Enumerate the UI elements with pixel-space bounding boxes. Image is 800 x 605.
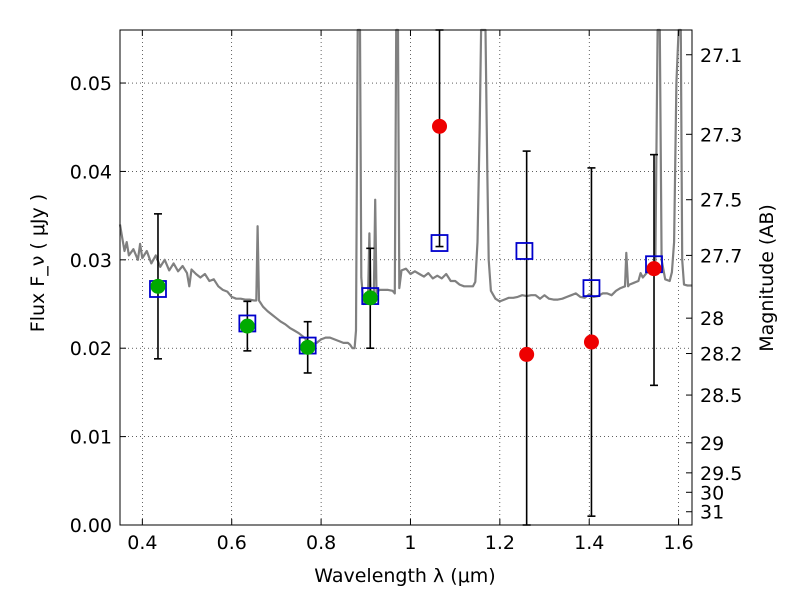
low-sn-point — [646, 261, 662, 277]
markers-layer — [149, 118, 663, 362]
right-tick-label: 29.5 — [700, 463, 742, 485]
right-tick-label: 28 — [700, 308, 724, 330]
error-bars-layer — [153, 29, 659, 526]
right-tick-label: 31 — [700, 502, 724, 524]
x-tick-label: 1.2 — [485, 532, 515, 554]
x-tick-label: 1.4 — [574, 532, 604, 554]
right-tick-label: 29 — [700, 433, 724, 455]
right-tick-label: 30 — [700, 482, 724, 504]
tick-marks — [120, 30, 692, 526]
model-photometry-square — [515, 242, 534, 260]
y-tick-labels: 0.00 0.01 0.02 0.03 0.04 0.05 — [70, 73, 112, 537]
y-tick-label: 0.03 — [70, 250, 112, 272]
x-tick-label: 0.8 — [306, 532, 336, 554]
right-tick-label: 28.5 — [700, 385, 742, 407]
low-sn-point — [432, 118, 448, 134]
detection-point — [362, 290, 378, 306]
y-tick-label: 0.05 — [70, 73, 112, 95]
x-tick-label: 0.4 — [127, 532, 157, 554]
gridlines — [120, 30, 692, 525]
model-spectrum-line — [118, 28, 692, 350]
x-tick-labels: 0.4 0.6 0.8 1 1.2 1.4 1.6 — [127, 532, 693, 554]
detection-point — [150, 278, 166, 294]
right-tick-label: 27.3 — [700, 124, 742, 146]
y-axis-label-left: Flux F_ν ( μJy ) — [27, 194, 49, 332]
plot-frame — [119, 29, 693, 526]
x-tick-label: 0.6 — [217, 532, 247, 554]
right-tick-label: 27.5 — [700, 190, 742, 212]
y-tick-label: 0.01 — [70, 427, 112, 449]
x-tick-label: 1.6 — [663, 532, 693, 554]
y-tick-label: 0.02 — [70, 338, 112, 360]
detection-point — [239, 318, 255, 334]
low-sn-point — [583, 334, 599, 350]
low-sn-point — [519, 346, 535, 362]
right-tick-label: 27.1 — [700, 45, 742, 67]
x-axis-label: Wavelength λ (μm) — [314, 565, 495, 587]
y-tick-label: 0.04 — [70, 161, 112, 183]
model-photometry-square — [582, 279, 601, 298]
y-axis-label-right: Magnitude (AB) — [756, 204, 778, 352]
detection-point — [300, 339, 316, 355]
x-tick-label: 1 — [404, 532, 416, 554]
model-spectrum-layer — [118, 28, 692, 350]
right-tick-label: 28.2 — [700, 344, 742, 366]
y-tick-label: 0.00 — [70, 515, 112, 537]
right-tick-label: 27.7 — [700, 245, 742, 267]
model-photometry-square — [430, 234, 449, 252]
